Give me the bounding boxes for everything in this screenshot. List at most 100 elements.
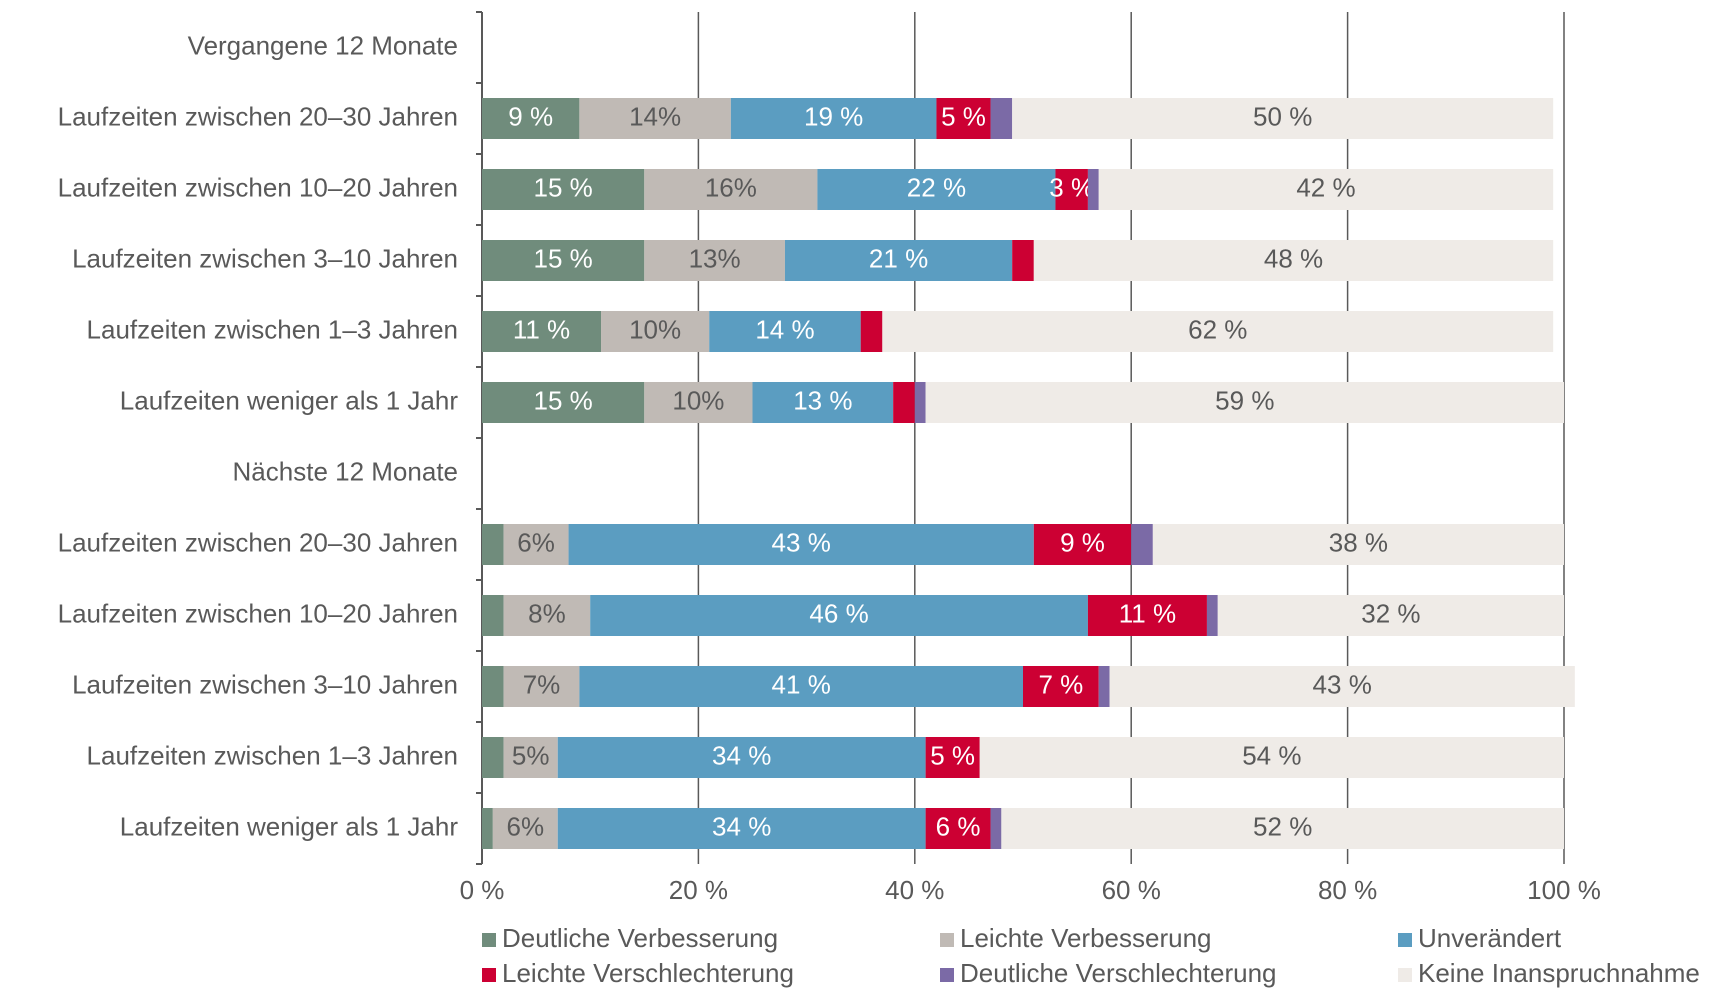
data-label: 16% bbox=[705, 172, 757, 202]
bar-segment bbox=[914, 382, 926, 423]
bar-segment bbox=[784, 240, 1013, 281]
bar-segment bbox=[590, 595, 1088, 636]
y-tick-label: Laufzeiten zwischen 3–10 Jahren bbox=[72, 669, 458, 699]
y-tick-label: Laufzeiten weniger als 1 Jahr bbox=[120, 385, 459, 415]
data-label: 42 % bbox=[1296, 172, 1355, 202]
legend-swatch bbox=[1398, 968, 1412, 982]
data-label: 15 % bbox=[534, 172, 593, 202]
bar-segment bbox=[482, 595, 504, 636]
bar-segment bbox=[925, 382, 1564, 423]
data-label: 38 % bbox=[1329, 527, 1388, 557]
x-tick-label: 80 % bbox=[1318, 875, 1377, 905]
bar-segment bbox=[503, 666, 580, 707]
legend-label: Deutliche Verschlechterung bbox=[960, 958, 1277, 988]
bar-segment bbox=[1087, 595, 1207, 636]
data-label: 48 % bbox=[1264, 243, 1323, 273]
legend-label: Leichte Verschlechterung bbox=[502, 958, 794, 988]
legend-swatch bbox=[482, 968, 496, 982]
data-label: 9 % bbox=[1060, 527, 1105, 557]
bar-segment bbox=[644, 240, 785, 281]
data-label: 59 % bbox=[1215, 385, 1274, 415]
legend-swatch bbox=[1398, 933, 1412, 947]
data-label: 13% bbox=[689, 243, 741, 273]
x-tick-label: 0 % bbox=[460, 875, 505, 905]
data-label: 34 % bbox=[712, 740, 771, 770]
bar-segment bbox=[882, 311, 1554, 352]
bar-segment bbox=[482, 808, 493, 849]
data-label: 5 % bbox=[941, 101, 986, 131]
y-tick-label: Laufzeiten zwischen 1–3 Jahren bbox=[87, 314, 458, 344]
data-label: 22 % bbox=[907, 172, 966, 202]
bar-segment bbox=[1131, 524, 1153, 565]
y-tick-label: Nächste 12 Monate bbox=[233, 456, 458, 486]
bar-segment bbox=[709, 311, 861, 352]
bar-segment bbox=[817, 169, 1056, 210]
data-label: 54 % bbox=[1242, 740, 1301, 770]
bar-segment bbox=[644, 382, 753, 423]
data-label: 13 % bbox=[793, 385, 852, 415]
data-label: 3 % bbox=[1049, 172, 1094, 202]
bar-segment bbox=[492, 808, 558, 849]
bar-segment bbox=[893, 382, 915, 423]
bar-segment bbox=[925, 737, 980, 778]
data-label: 5 % bbox=[930, 740, 975, 770]
data-label: 62 % bbox=[1188, 314, 1247, 344]
bar-segment bbox=[644, 169, 818, 210]
data-label: 10% bbox=[672, 385, 724, 415]
data-label: 46 % bbox=[809, 598, 868, 628]
bar-segment bbox=[1087, 169, 1099, 210]
bar-segment bbox=[482, 737, 504, 778]
data-label: 43 % bbox=[1313, 669, 1372, 699]
bar-segment bbox=[482, 98, 580, 139]
bar-segment bbox=[482, 311, 602, 352]
x-tick-label: 100 % bbox=[1527, 875, 1601, 905]
data-label: 14% bbox=[629, 101, 681, 131]
bar-segment bbox=[990, 808, 1002, 849]
data-label: 9 % bbox=[508, 101, 553, 131]
data-label: 7 % bbox=[1038, 669, 1083, 699]
data-label: 34 % bbox=[712, 811, 771, 841]
data-label: 19 % bbox=[804, 101, 863, 131]
bar-segment bbox=[579, 666, 1023, 707]
y-tick-label: Laufzeiten zwischen 1–3 Jahren bbox=[87, 740, 458, 770]
data-label: 7% bbox=[523, 669, 561, 699]
bar-segment bbox=[482, 382, 645, 423]
bar-segment bbox=[503, 595, 591, 636]
legend-label: Unverändert bbox=[1418, 923, 1562, 953]
x-tick-label: 20 % bbox=[669, 875, 728, 905]
bar-segment bbox=[1055, 169, 1088, 210]
bar-segment bbox=[1012, 240, 1034, 281]
bar-segment bbox=[1217, 595, 1564, 636]
bar-segment bbox=[482, 169, 645, 210]
data-label: 10% bbox=[629, 314, 681, 344]
data-label: 8% bbox=[528, 598, 566, 628]
bar-segment bbox=[925, 808, 991, 849]
data-label: 5% bbox=[512, 740, 550, 770]
bar-segment bbox=[1033, 240, 1554, 281]
x-tick-label: 40 % bbox=[885, 875, 944, 905]
data-label: 11 % bbox=[1119, 598, 1176, 628]
legend-swatch bbox=[940, 933, 954, 947]
bar-segment bbox=[1152, 524, 1564, 565]
bar-segment bbox=[1012, 98, 1554, 139]
y-tick-label: Laufzeiten zwischen 3–10 Jahren bbox=[72, 243, 458, 273]
data-label: 15 % bbox=[534, 243, 593, 273]
bar-segment bbox=[1033, 524, 1132, 565]
bar-segment bbox=[579, 98, 731, 139]
bar-segment bbox=[1206, 595, 1218, 636]
bar-segment bbox=[990, 98, 1013, 139]
bar-segment bbox=[482, 240, 645, 281]
bar-segment bbox=[752, 382, 894, 423]
bar-segment bbox=[1023, 666, 1099, 707]
data-label: 15 % bbox=[534, 385, 593, 415]
legend-label: Keine Inanspruchnahme bbox=[1418, 958, 1700, 988]
data-label: 21 % bbox=[869, 243, 928, 273]
data-label: 6 % bbox=[936, 811, 981, 841]
bar-segment bbox=[482, 666, 504, 707]
y-tick-label: Laufzeiten zwischen 10–20 Jahren bbox=[58, 598, 458, 628]
legend-label: Deutliche Verbesserung bbox=[502, 923, 778, 953]
data-label: 11 % bbox=[513, 314, 570, 344]
bar-segment bbox=[568, 524, 1034, 565]
bar-segment bbox=[557, 808, 926, 849]
